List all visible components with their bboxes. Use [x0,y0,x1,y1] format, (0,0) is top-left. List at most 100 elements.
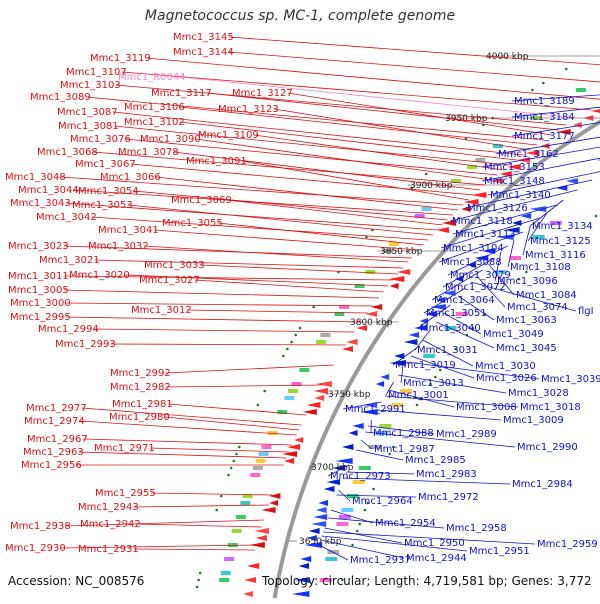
gene-label-right: Mmc1_3125 [530,236,591,247]
gene-label-left: Mmc1_2992 [110,368,171,379]
gene-label-right: Mmc1_2984 [512,479,573,490]
feature-block [284,396,294,400]
gene-label-left: Mmc1_3023 [8,241,69,252]
gene-label-right: Mmc1_2990 [517,442,578,453]
gene-label-right: Mmc1_2972 [418,492,479,503]
gene-label-left: Mmc1_3032 [88,241,149,252]
page-title: Magnetococcus sp. MC-1, complete genome [0,8,600,24]
accession-label: Accession: NC_008576 [8,574,144,588]
feature-forward [316,381,332,387]
gene-label-left: Mmc1_R0044 [118,72,186,83]
gene-label-left: Mmc1_3011 [8,271,69,282]
feature-forward [371,304,383,310]
tick-dot [595,215,598,218]
tick-dot [263,390,266,393]
gene-label-right: Mmc1_2958 [446,523,507,534]
gene-label-right: Mmc1_3013 [403,378,464,389]
tick-dot [227,474,230,477]
gene-label-left: Mmc1_3144 [173,47,234,58]
feature-forward [243,591,253,597]
feature-forward [314,395,324,401]
gene-label-right: Mmc1_3001 [388,390,449,401]
tick-dot [425,173,428,176]
feature-block [240,501,250,505]
label-leader [200,265,398,274]
gene-label-left: Mmc1_3106 [124,102,185,113]
gene-label-right: Mmc1_3074 [507,302,568,313]
feature-forward [303,409,317,415]
feature-reverse [324,486,335,492]
gene-label-right: flgI [578,306,594,317]
feature-reverse [311,521,326,527]
gene-label-left: Mmc1_3021 [39,255,100,266]
gene-label-left: Mmc1_2930 [5,543,66,554]
feature-block [341,508,353,512]
tick-dot [282,355,285,358]
label-leader [180,122,517,160]
tick-dot [238,446,241,449]
gene-label-left: Mmc1_3076 [70,134,131,145]
gene-label-left: Mmc1_3081 [58,121,119,132]
label-leader [134,505,269,507]
feature-block [256,459,266,463]
gene-label-left: Mmc1_3145 [173,32,234,43]
gene-label-left: Mmc1_2974 [24,416,85,427]
label-leader [111,344,346,345]
label-leader [229,37,600,70]
feature-block [320,333,330,337]
feature-forward [256,535,267,541]
gene-label-left: Mmc1_3027 [139,275,200,286]
label-leader [187,310,368,313]
gene-label-left: Mmc1_2967 [27,434,88,445]
feature-forward [247,563,259,569]
tick-dot [199,572,202,575]
gene-label-right: Mmc1_3009 [503,415,564,426]
feature-forward [261,507,275,513]
tick-dot [215,509,218,512]
gene-label-right: Mmc1_3031 [417,345,478,356]
feature-forward [314,388,328,394]
feature-forward [306,402,320,408]
feature-forward [389,276,404,282]
feature-forward [269,493,280,499]
tick-dot [196,586,199,589]
gene-label-right: Mmc1_3018 [520,402,581,413]
gene-label-left: Mmc1_3103 [60,80,121,91]
feature-reverse [376,381,384,387]
gene-label-left: Mmc1_2942 [80,519,141,530]
tick-dot [220,495,223,498]
gene-label-left: Mmc1_3069 [171,195,232,206]
feature-forward [269,500,278,506]
gene-label-right: Mmc1_2987 [374,444,435,455]
gene-label-left: Mmc1_2993 [55,339,116,350]
gene-label-right: Mmc1_2951 [469,546,530,557]
tick-dot [294,334,297,337]
gene-label-right: Mmc1_3072 [445,282,506,293]
gene-label-right: Mmc1_3189 [514,96,575,107]
gene-label-left: Mmc1_2994 [38,324,99,335]
gene-label-right: Mmc1_3153 [484,162,545,173]
label-leader [80,421,297,435]
label-leader [136,524,262,527]
feature-reverse [316,507,327,513]
gene-label-left: Mmc1_3090 [140,134,201,145]
label-leader [79,452,287,458]
feature-forward [244,577,256,583]
tick-dot [565,68,568,71]
tick-dot [257,404,260,407]
gene-label-left: Mmc1_2977 [26,403,87,414]
gene-label-left: Mmc1_3091 [186,156,247,167]
tick-dot [235,453,238,456]
feature-reverse [409,332,419,338]
gene-label-right: Mmc1_3039 [541,374,600,385]
gene-label-right: Mmc1_3134 [532,221,593,232]
feature-block [250,473,260,477]
feature-block [422,207,432,211]
gene-label-left: Mmc1_3043 [10,198,71,209]
tick-dot [232,460,235,463]
gene-label-right: Mmc1_3049 [483,329,544,340]
tick-dot [197,579,200,582]
tick-dot [351,544,354,547]
tick-dot [356,530,359,533]
